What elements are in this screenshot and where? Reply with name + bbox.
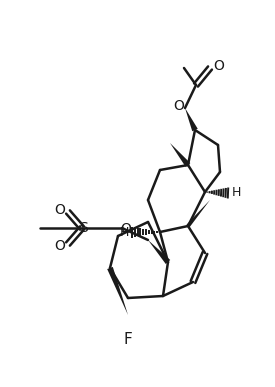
Text: O: O (54, 203, 65, 217)
Polygon shape (107, 267, 128, 315)
Text: O: O (214, 59, 224, 73)
Polygon shape (185, 108, 198, 131)
Text: H: H (119, 226, 129, 238)
Polygon shape (170, 143, 190, 167)
Text: O: O (54, 239, 65, 253)
Text: S: S (79, 221, 87, 235)
Text: H: H (231, 187, 241, 200)
Text: F: F (124, 332, 132, 346)
Polygon shape (148, 240, 170, 264)
Polygon shape (186, 200, 210, 227)
Text: O: O (120, 222, 131, 236)
Text: O: O (174, 99, 185, 113)
